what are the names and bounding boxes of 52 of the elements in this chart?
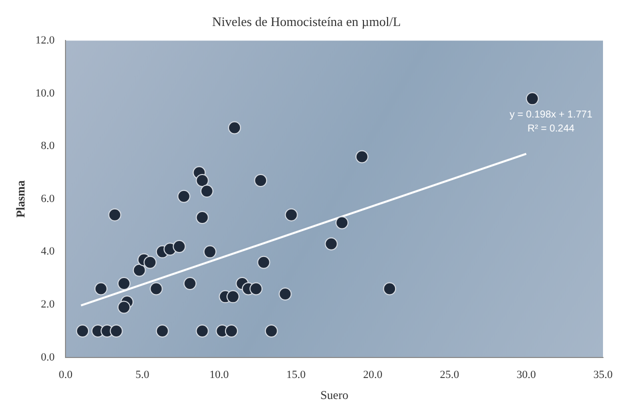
y-tick-label: 2.0 bbox=[40, 298, 56, 310]
point bbox=[108, 208, 122, 222]
point bbox=[336, 216, 348, 230]
y-tick-label: 8.0 bbox=[40, 140, 56, 152]
point bbox=[324, 237, 338, 250]
point bbox=[76, 324, 90, 338]
point bbox=[117, 276, 130, 290]
y-tick-label: 10.0 bbox=[35, 87, 56, 100]
annotation: y = 0.198x + 1.771 bbox=[510, 109, 593, 120]
annotation: R² = 0.244 bbox=[528, 123, 575, 134]
x-tick-label: 10.0 bbox=[210, 368, 230, 381]
point bbox=[200, 184, 214, 198]
point bbox=[224, 324, 238, 338]
point bbox=[117, 300, 130, 314]
y-tick-label: 4.0 bbox=[40, 246, 56, 258]
point bbox=[150, 282, 163, 296]
point bbox=[94, 282, 108, 296]
point bbox=[132, 264, 146, 277]
y-tick-label: 0.0 bbox=[40, 351, 56, 364]
point bbox=[257, 256, 270, 269]
point bbox=[177, 190, 190, 203]
point bbox=[526, 92, 539, 106]
point bbox=[196, 174, 209, 188]
y-tick-label: 6.0 bbox=[40, 192, 56, 205]
x-tick-label: 20.0 bbox=[363, 368, 383, 381]
point bbox=[144, 256, 157, 269]
x-axis-title: Suero bbox=[320, 388, 348, 402]
point bbox=[226, 290, 240, 304]
point bbox=[278, 288, 292, 301]
point bbox=[184, 276, 197, 290]
point bbox=[156, 324, 169, 338]
point bbox=[203, 245, 216, 258]
point bbox=[196, 210, 209, 224]
point bbox=[254, 174, 268, 188]
x-tick-label: 35.0 bbox=[593, 368, 614, 381]
x-tick-label: 0.0 bbox=[58, 368, 74, 381]
y-tick-label: 12.0 bbox=[35, 34, 56, 46]
point bbox=[383, 282, 396, 296]
y-axis-title: Plasma bbox=[13, 180, 28, 218]
point bbox=[355, 150, 368, 164]
x-tick-label: 5.0 bbox=[136, 368, 150, 381]
x-tick-label: 25.0 bbox=[440, 368, 460, 381]
point bbox=[264, 324, 278, 338]
x-tick-label: 15.0 bbox=[286, 368, 306, 381]
point bbox=[196, 324, 209, 338]
point bbox=[228, 121, 242, 134]
point bbox=[110, 324, 123, 338]
chart-title: Niveles de Homocisteína en µmol/L bbox=[212, 14, 401, 30]
x-tick-label: 30.0 bbox=[516, 368, 536, 381]
point bbox=[250, 282, 263, 296]
point bbox=[284, 208, 298, 222]
point bbox=[172, 240, 186, 254]
